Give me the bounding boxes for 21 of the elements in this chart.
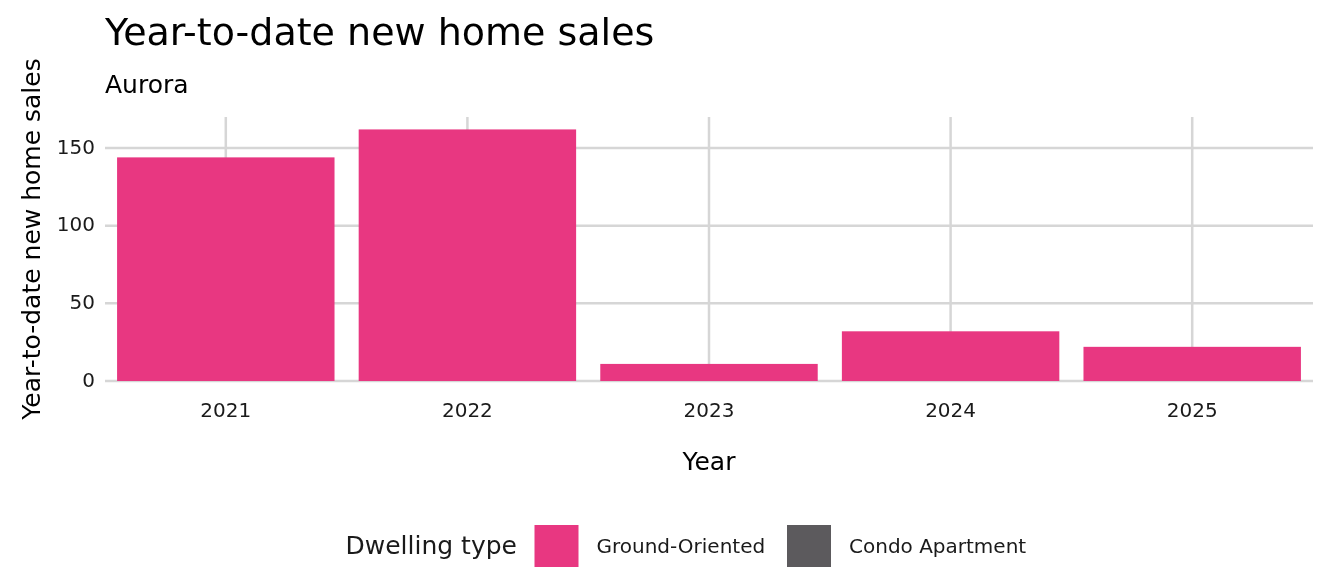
chart-subtitle: Aurora [105, 70, 189, 99]
x-axis-title: Year [681, 447, 737, 476]
y-tick-label: 150 [56, 134, 95, 159]
legend-label: Condo Apartment [849, 533, 1027, 558]
bar [358, 129, 577, 381]
y-tick-label: 50 [69, 289, 95, 314]
x-tick-label: 2024 [925, 398, 977, 422]
bar [600, 363, 818, 381]
x-tick-label: 2025 [1166, 398, 1218, 422]
legend-label: Ground-Oriented [596, 533, 766, 558]
x-tick-label: 2022 [441, 398, 493, 422]
bar [117, 157, 335, 381]
y-tick-label: 100 [56, 212, 95, 237]
y-axis-title: Year-to-date new home sales [17, 58, 46, 421]
legend-title: Dwelling type [345, 531, 517, 560]
x-tick-label: 2021 [200, 398, 252, 422]
y-tick-label: 0 [82, 367, 95, 392]
chart-title: Year-to-date new home sales [104, 10, 655, 54]
bar [841, 331, 1060, 381]
x-tick-label: 2023 [683, 398, 735, 422]
bar [1083, 346, 1301, 381]
